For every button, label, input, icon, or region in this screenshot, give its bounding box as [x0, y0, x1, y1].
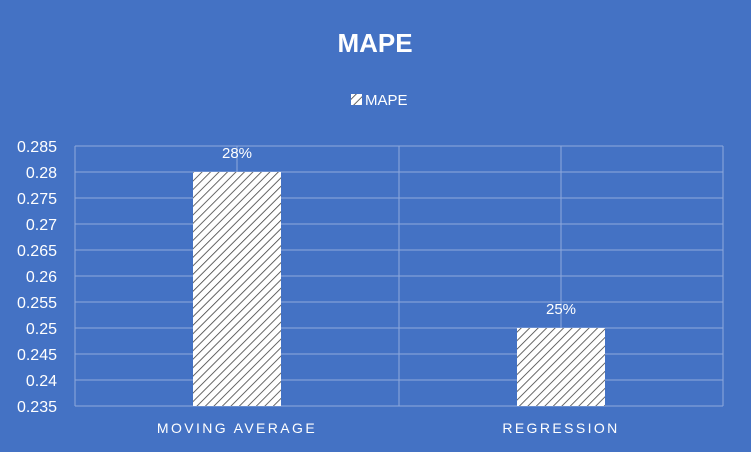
chart-title: MAPE	[337, 28, 412, 58]
y-axis-tick-labels: 0.235 0.24 0.245 0.25 0.255 0.26 0.265 0.27 0.27…	[17, 139, 57, 416]
y-tick-label: 0.26	[26, 269, 57, 286]
y-tick-label: 0.25	[26, 321, 57, 338]
y-tick-label: 0.27	[26, 217, 57, 234]
bar	[517, 328, 605, 406]
y-tick-label: 0.24	[26, 373, 57, 390]
y-tick-label: 0.245	[17, 347, 57, 364]
bar	[193, 172, 281, 406]
x-axis-category-labels: MOVING AVERAGE REGRESSION	[157, 420, 619, 436]
gridlines	[74, 145, 724, 407]
y-tick-label: 0.255	[17, 295, 57, 312]
data-label: 28%	[222, 145, 252, 162]
x-category-label: REGRESSION	[502, 420, 619, 436]
y-tick-label: 0.285	[17, 139, 57, 156]
y-tick-label: 0.235	[17, 399, 57, 416]
bars	[193, 172, 605, 406]
data-labels: 28% 25%	[222, 145, 576, 318]
y-tick-label: 0.275	[17, 191, 57, 208]
y-tick-label: 0.265	[17, 243, 57, 260]
legend-label: MAPE	[365, 92, 408, 109]
legend: MAPE	[351, 92, 408, 109]
data-label: 25%	[546, 301, 576, 318]
x-category-label: MOVING AVERAGE	[157, 420, 317, 436]
legend-swatch	[351, 94, 362, 105]
y-tick-label: 0.28	[26, 165, 57, 182]
